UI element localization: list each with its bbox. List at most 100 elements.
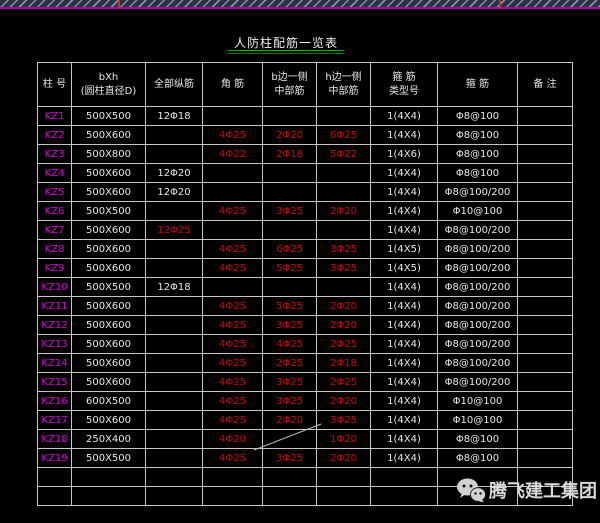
cell-all xyxy=(145,391,203,411)
cell-corner: 4Φ25 xyxy=(202,353,263,373)
cell-bxh: 500X600 xyxy=(71,410,146,430)
cell-all xyxy=(145,239,203,259)
cell-b-side: 2Φ20 xyxy=(262,410,317,430)
cell-b-side xyxy=(262,106,317,126)
cell-b-side xyxy=(262,277,317,297)
header-remarks: 备 注 xyxy=(517,62,573,107)
cell-bxh xyxy=(71,467,146,487)
cell-corner: 4Φ25 xyxy=(202,410,263,430)
cell-bxh: 600X500 xyxy=(71,391,146,411)
cell-id: KZ5 xyxy=(37,182,72,202)
cell-bxh: 500X600 xyxy=(71,220,146,240)
cell-b-side xyxy=(262,182,317,202)
table-row: KZ9 500X600 4Φ25 5Φ25 3Φ25 1(4X5) Φ8@100/200 xyxy=(37,258,573,278)
cell-b-side: 4Φ25 xyxy=(262,334,317,354)
cell-stirrup: Φ8@100/200 xyxy=(437,220,518,240)
cell-corner: 4Φ20 xyxy=(202,429,263,449)
table-row: KZ2 500X600 4Φ25 2Φ20 6Φ25 1(4X4) Φ8@100 xyxy=(37,125,573,145)
cell-h-side: 2Φ20 xyxy=(316,448,371,468)
table-row: KZ8 500X600 4Φ25 6Φ25 3Φ25 1(4X5) Φ8@100/200 xyxy=(37,239,573,259)
cell-corner xyxy=(202,277,263,297)
header-h-side-middle-bars: h边一侧 中部筋 xyxy=(316,62,371,107)
cell-id: KZ8 xyxy=(37,239,72,259)
cell-h-side: 2Φ18 xyxy=(316,353,371,373)
cell-h-side: 5Φ22 xyxy=(316,144,371,164)
cell-stirrup: Φ10@100 xyxy=(437,391,518,411)
cell-bxh: 500X500 xyxy=(71,106,146,126)
cell-bxh: 500X500 xyxy=(71,448,146,468)
cell-id: KZ17 xyxy=(37,410,72,430)
header-bxh: bXh (圆柱直径D) xyxy=(71,62,146,107)
cell-note xyxy=(517,353,573,373)
cell-b-side: 3Φ25 xyxy=(262,201,317,221)
cell-id: KZ10 xyxy=(37,277,72,297)
cell-note xyxy=(517,125,573,145)
cell-stirrup: Φ8@100 xyxy=(437,125,518,145)
cell-corner xyxy=(202,182,263,202)
cell-b-side: 5Φ25 xyxy=(262,258,317,278)
cell-type: 1(4X4) xyxy=(370,353,438,373)
cell-corner: 4Φ25 xyxy=(202,334,263,354)
cell-note xyxy=(517,410,573,430)
cell-b-side: 3Φ25 xyxy=(262,448,317,468)
table-row: KZ11 500X600 4Φ25 5Φ25 2Φ20 1(4X4) Φ8@100/200 xyxy=(37,296,573,316)
header-column-id: 柱 号 xyxy=(37,62,72,107)
cell-h-side: 2Φ20 xyxy=(316,201,371,221)
cell-corner xyxy=(202,106,263,126)
cell-type: 1(4X6) xyxy=(370,144,438,164)
cell-all: 12Φ18 xyxy=(145,277,203,297)
cell-type: 1(4X4) xyxy=(370,106,438,126)
cell-type: 1(4X5) xyxy=(370,258,438,278)
cell-h-side: 6Φ25 xyxy=(316,125,371,145)
table-row: KZ15 500X600 4Φ25 3Φ25 2Φ25 1(4X4) Φ8@100/200 xyxy=(37,372,573,392)
cell-id: KZ2 xyxy=(37,125,72,145)
cell-h-side xyxy=(316,277,371,297)
cell-all xyxy=(145,258,203,278)
cell-stirrup: Φ10@100 xyxy=(437,410,518,430)
cell-id xyxy=(37,486,72,506)
cell-stirrup: Φ8@100/200 xyxy=(437,296,518,316)
cell-stirrup: Φ8@100 xyxy=(437,163,518,183)
cell-bxh: 500X500 xyxy=(71,201,146,221)
cell-h-side xyxy=(316,467,371,487)
watermark: 腾飞建工集团 xyxy=(456,477,597,503)
cell-corner: 4Φ22 xyxy=(202,144,263,164)
cell-note xyxy=(517,391,573,411)
cell-all xyxy=(145,315,203,335)
cell-corner xyxy=(202,220,263,240)
cell-type: 1(4X4) xyxy=(370,220,438,240)
cell-type: 1(4X4) xyxy=(370,296,438,316)
cell-b-side: 5Φ25 xyxy=(262,296,317,316)
cell-id: KZ7 xyxy=(37,220,72,240)
cell-note xyxy=(517,296,573,316)
cell-type: 1(4X4) xyxy=(370,410,438,430)
cell-corner: 4Φ25 xyxy=(202,296,263,316)
cell-id: KZ9 xyxy=(37,258,72,278)
header-row: 柱 号 bXh (圆柱直径D) 全部纵筋 角 筋 b边一侧 中部筋 h边一侧 中部筋 … xyxy=(37,62,573,107)
table-row xyxy=(37,467,573,487)
cell-id xyxy=(37,467,72,487)
table-row: KZ18 250X400 4Φ20 1Φ20 1(4X4) Φ8@100 xyxy=(37,429,573,449)
cell-h-side: 2Φ25 xyxy=(316,372,371,392)
cell-bxh: 500X600 xyxy=(71,182,146,202)
cell-b-side: 3Φ25 xyxy=(262,315,317,335)
cell-type: 1(4X5) xyxy=(370,239,438,259)
cell-id: KZ6 xyxy=(37,201,72,221)
cell-note xyxy=(517,220,573,240)
wechat-icon xyxy=(457,478,486,502)
cell-bxh: 500X500 xyxy=(71,277,146,297)
table-body: KZ1 500X500 12Φ18 1(4X4) Φ8@100 KZ2 500X600 4Φ2… xyxy=(37,106,573,506)
column-reinforcement-table: 柱 号 bXh (圆柱直径D) 全部纵筋 角 筋 b边一侧 中部筋 h边一侧 中部筋 … xyxy=(37,62,573,506)
cell-corner xyxy=(202,467,263,487)
cell-all: 12Φ18 xyxy=(145,106,203,126)
cell-all xyxy=(145,296,203,316)
cell-all: 12Φ20 xyxy=(145,182,203,202)
cell-id: KZ16 xyxy=(37,391,72,411)
cell-id: KZ1 xyxy=(37,106,72,126)
cell-bxh: 500X600 xyxy=(71,258,146,278)
cell-stirrup: Φ8@100/200 xyxy=(437,277,518,297)
cell-stirrup: Φ8@100/200 xyxy=(437,258,518,278)
cell-type: 1(4X4) xyxy=(370,125,438,145)
cell-bxh: 500X600 xyxy=(71,125,146,145)
